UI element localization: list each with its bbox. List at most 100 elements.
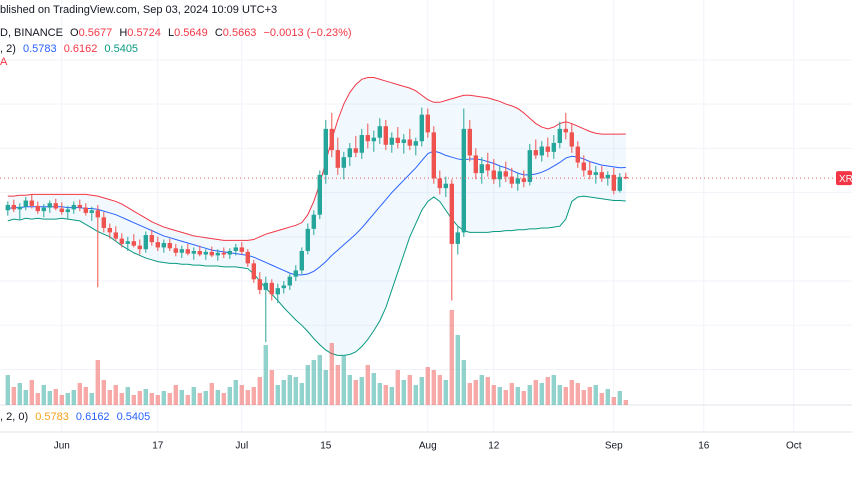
volume-bar	[545, 377, 550, 405]
x-tick-label: 15	[320, 441, 332, 452]
candle-body	[83, 207, 88, 213]
volume-bar	[605, 389, 610, 405]
volume-bar	[83, 387, 88, 405]
volume-bar	[47, 391, 52, 405]
candle-body	[431, 132, 436, 179]
price-tag-box	[836, 171, 852, 186]
candle-body	[581, 162, 586, 171]
volume-bar	[215, 390, 220, 405]
candle-body	[77, 204, 82, 208]
volume-bar	[101, 380, 106, 405]
candle-body	[233, 247, 238, 251]
volume-bar	[497, 387, 502, 405]
volume-bar	[65, 393, 70, 405]
candle-body	[113, 232, 118, 239]
volume-bar	[365, 365, 370, 405]
volume-bar	[455, 335, 460, 405]
volume-bar	[107, 390, 112, 405]
candle-body	[287, 276, 292, 286]
candle-body	[533, 150, 538, 156]
bb-label: , 2)	[0, 43, 16, 55]
candle-body	[5, 204, 10, 211]
label: C	[214, 27, 223, 39]
candle-body	[317, 174, 322, 215]
candle-body	[461, 128, 466, 233]
published-text: blished on TradingView.com, Sep 03, 2024…	[0, 4, 278, 16]
bb-lower: 0.5405	[104, 43, 139, 55]
candle-body	[227, 250, 232, 255]
volume-bar	[233, 380, 238, 405]
bollinger-upper	[7, 77, 626, 241]
band-fill	[7, 77, 626, 356]
volume-bar	[125, 387, 130, 405]
candle-body	[497, 171, 502, 180]
published-line: blished on TradingView.com, Sep 03, 2024…	[0, 4, 281, 16]
candle-body	[173, 248, 178, 253]
volume-bar	[317, 355, 322, 405]
volume-bar	[137, 391, 142, 405]
candle-body	[203, 251, 208, 255]
candle-body	[467, 128, 472, 156]
volume-bar	[221, 393, 226, 405]
candle-body	[413, 141, 418, 146]
volume-bar	[41, 385, 46, 405]
volume-bar	[407, 375, 412, 405]
volume-bar	[245, 390, 250, 405]
volume-bar	[161, 391, 166, 405]
volume-bar	[425, 367, 430, 405]
candle-body	[575, 146, 580, 163]
ohlc-open: O0.5677	[70, 27, 112, 39]
x-tick-label: Sep	[605, 441, 623, 452]
volume-bar	[533, 380, 538, 405]
volume-bar	[59, 395, 64, 405]
volume-bar	[467, 383, 472, 405]
candle-body	[545, 146, 550, 152]
volume-bar	[311, 360, 316, 405]
candle-body	[149, 235, 154, 243]
candle-body	[107, 227, 112, 233]
candle-body	[341, 157, 346, 168]
volume-bar	[53, 389, 58, 405]
volume-bar	[515, 387, 520, 405]
candle-body	[185, 249, 190, 254]
candle-body	[311, 214, 316, 229]
candle-body	[59, 208, 64, 213]
volume-bar	[335, 365, 340, 405]
candle-body	[599, 172, 604, 179]
candle-body	[275, 288, 280, 295]
candle-body	[485, 164, 490, 171]
volume-bar	[371, 373, 376, 405]
ohlc-low: L0.5649	[168, 27, 208, 39]
vol-upper: 0.6162	[75, 411, 110, 423]
volume-bar	[623, 400, 628, 405]
volume-bar	[299, 383, 304, 405]
candle-body	[539, 146, 544, 156]
volume-bar	[35, 393, 40, 405]
candle-body	[443, 183, 448, 189]
ohlc-line: D, BINANCE O0.5677 H0.5724 L0.5649 C0.56…	[0, 27, 356, 39]
bb-middle: 0.5783	[22, 43, 57, 55]
candle-body	[161, 243, 166, 248]
candle-body	[473, 155, 478, 174]
candle-body	[257, 279, 262, 290]
candle-body	[383, 126, 388, 145]
volume-bar	[257, 377, 262, 405]
candle-body	[569, 132, 574, 147]
volume-bar	[119, 393, 124, 405]
volume-bar	[575, 383, 580, 405]
change: −0.0013 (−0.23%)	[263, 27, 352, 39]
candle-body	[515, 178, 520, 184]
candle-body	[437, 178, 442, 189]
vol-middle: 0.5783	[35, 411, 69, 423]
volume-bar	[587, 387, 592, 405]
value: 0.5663	[222, 27, 257, 39]
volume-bar	[149, 393, 154, 405]
x-tick-label: Oct	[786, 441, 802, 452]
x-tick-label: 16	[698, 441, 710, 452]
value: 0.5649	[174, 27, 208, 39]
symbol: D, BINANCE	[0, 27, 63, 39]
candle-body	[191, 250, 196, 254]
volume-bar	[167, 393, 172, 405]
volume-bar	[11, 387, 16, 405]
